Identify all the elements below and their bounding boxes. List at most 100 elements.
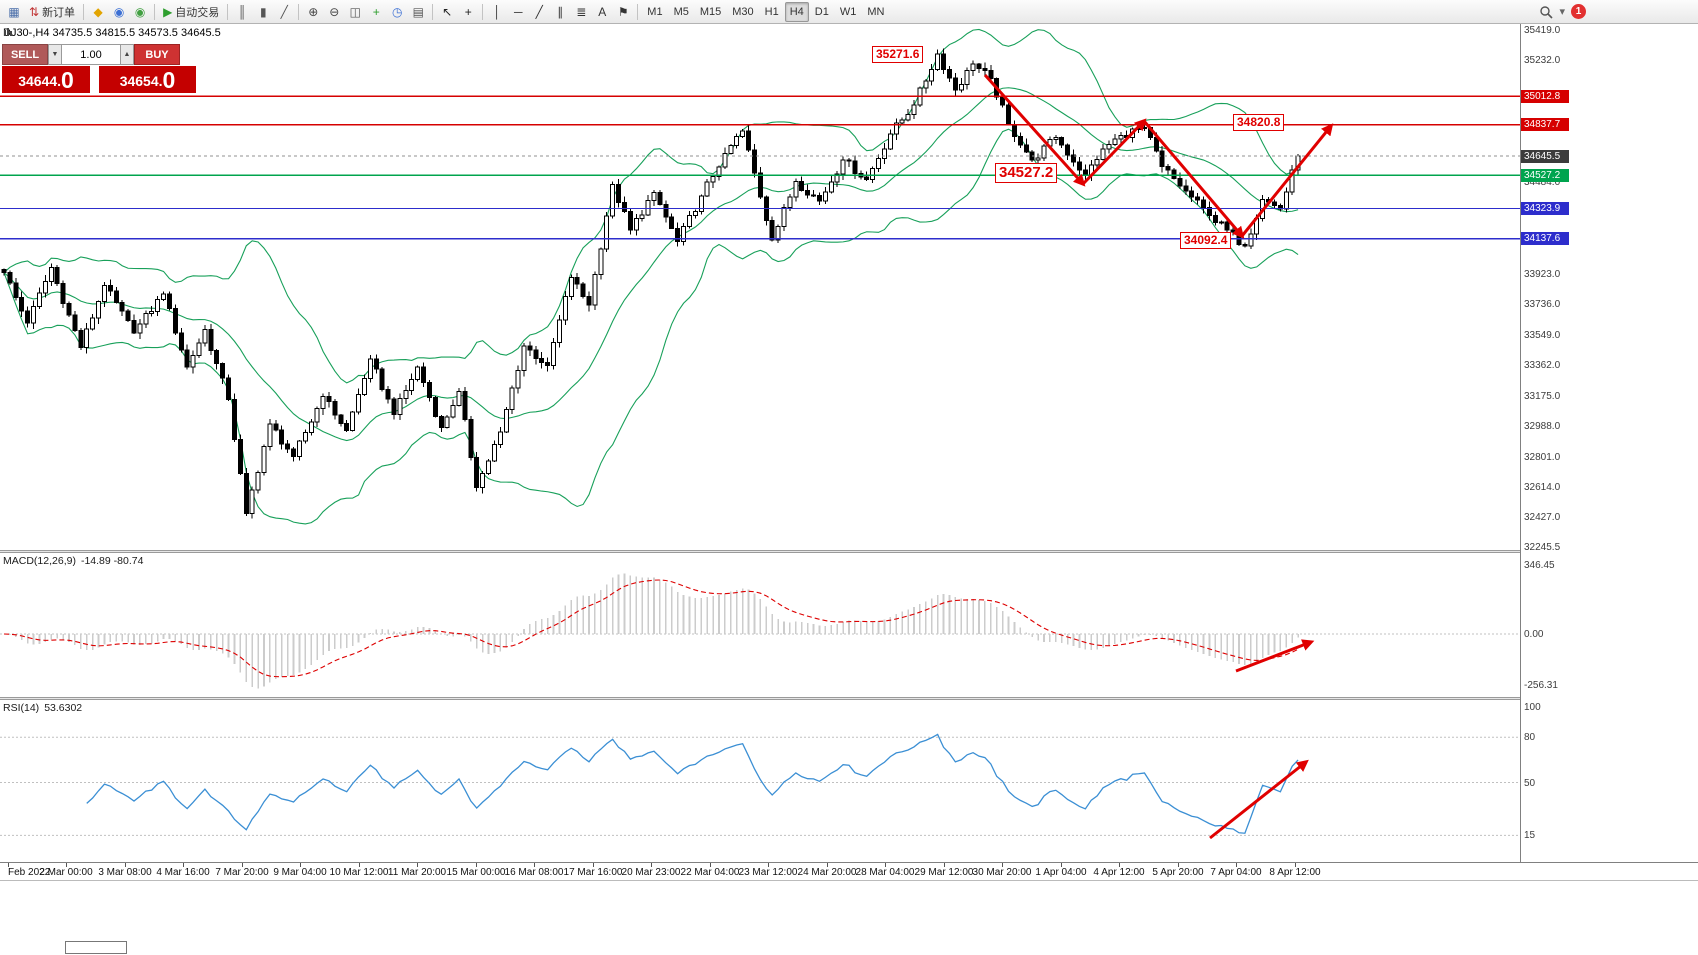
indicators-icon[interactable]: + xyxy=(366,2,386,22)
current-price-badge: 34645.5 xyxy=(1521,150,1569,163)
time-axis-label: 4 Mar 16:00 xyxy=(156,867,210,878)
time-axis-tick xyxy=(183,863,184,867)
macd-scale-label: 346.45 xyxy=(1524,560,1555,571)
cursor-icon[interactable]: ↖ xyxy=(437,2,457,22)
main-toolbar: ▦ ⇅ 新订单 ◆ ◉ ◉ ▶ 自动交易 ║ ▮ ╱ ⊕ ⊖ ◫ + ◷ ▤ ↖ + │ ─ ╱ ∥ ≣ A ⚑ M1 M5 M15 M3… xyxy=(0,0,1698,24)
zoom-out-icon-glyph: ⊖ xyxy=(329,4,340,19)
time-axis-label: 20 Mar 23:00 xyxy=(621,867,681,878)
volume-input[interactable] xyxy=(62,44,120,65)
price-annotation[interactable]: 34527.2 xyxy=(995,163,1058,183)
periods-icon[interactable]: ◷ xyxy=(387,2,407,22)
time-axis-label: 22 Mar 04:00 xyxy=(680,867,740,878)
price-line-badge[interactable]: 34837.7 xyxy=(1521,118,1569,131)
timeframe-mn-button[interactable]: MN xyxy=(867,5,885,18)
rsi-scale-label: 80 xyxy=(1524,732,1536,744)
fibonacci-icon[interactable]: ≣ xyxy=(571,2,591,22)
metaeditor-icon[interactable]: ◆ xyxy=(88,2,108,22)
horizontal-line-icon[interactable]: ─ xyxy=(508,2,528,22)
trend-arrow[interactable] xyxy=(983,73,1086,187)
buy-price-big-digit: 0 xyxy=(162,67,176,93)
channel-icon-glyph: ∥ xyxy=(557,4,564,19)
toolbar-right-group: ▾ 1 xyxy=(1539,4,1586,19)
line-chart-icon[interactable]: ╱ xyxy=(274,2,294,22)
data-window-icon-glyph: ◉ xyxy=(134,4,146,19)
data-window-icon[interactable]: ◉ xyxy=(130,2,150,22)
zoom-out-icon[interactable]: ⊖ xyxy=(324,2,344,22)
crosshair-icon[interactable]: + xyxy=(458,2,478,22)
main-chart-pane[interactable]: DJ30-,H4 34735.5 34815.5 34573.5 34645.5… xyxy=(0,24,1520,550)
buy-button[interactable]: BUY xyxy=(134,44,180,65)
auto-trading-button-label: 自动交易 xyxy=(175,6,220,19)
rsi-pane[interactable]: RSI(14) 53.6302 xyxy=(0,700,1520,862)
price-annotation[interactable]: 34092.4 xyxy=(1180,232,1232,249)
price-annotation[interactable]: 34820.8 xyxy=(1233,114,1285,131)
trend-arrow[interactable] xyxy=(1081,118,1147,186)
pane-splitter[interactable] xyxy=(0,550,1698,553)
notification-badge[interactable]: 1 xyxy=(1571,4,1586,19)
price-annotation[interactable]: 35271.6 xyxy=(872,46,924,63)
timeframe-h4-button[interactable]: H4 xyxy=(784,1,809,22)
chevron-down-icon[interactable]: ▾ xyxy=(1559,6,1565,18)
timeframe-m15-button[interactable]: M15 xyxy=(699,5,722,18)
timeframe-w1-button[interactable]: W1 xyxy=(839,5,857,18)
time-axis-tick xyxy=(768,863,769,867)
time-axis-tick xyxy=(476,863,477,867)
price-axis-label: 32427.0 xyxy=(1524,512,1561,524)
time-axis-tick xyxy=(359,863,360,867)
pane-splitter[interactable] xyxy=(0,697,1698,700)
sell-button[interactable]: SELL xyxy=(2,44,48,65)
zoom-in-icon[interactable]: ⊕ xyxy=(303,2,323,22)
timeframe-m1-button[interactable]: M1 xyxy=(647,5,663,18)
sell-price-display[interactable]: 34644. 0 xyxy=(2,66,90,93)
ohlc-text: DJ30-,H4 34735.5 34815.5 34573.5 34645.5 xyxy=(3,27,221,39)
time-axis-label: 28 Mar 04:00 xyxy=(855,867,915,878)
time-axis-tick xyxy=(125,863,126,867)
trend-arrow[interactable] xyxy=(1240,123,1334,237)
time-axis-tick xyxy=(1178,863,1179,867)
status-box[interactable] xyxy=(65,941,127,954)
price-axis-label: 32988.0 xyxy=(1524,421,1561,433)
bar-chart-icon[interactable]: ║ xyxy=(232,2,252,22)
market-watch-icon[interactable]: ◉ xyxy=(109,2,129,22)
rsi-scale-label: 50 xyxy=(1524,777,1536,789)
price-line-badge[interactable]: 34323.9 xyxy=(1521,202,1569,215)
timeframe-d1-button[interactable]: D1 xyxy=(814,5,829,18)
buy-price-display[interactable]: 34654. 0 xyxy=(99,66,196,93)
volume-decrease-button[interactable]: ▼ xyxy=(48,44,62,65)
timeframe-h1-button[interactable]: H1 xyxy=(764,5,779,18)
new-order-button-label: 新订单 xyxy=(42,6,76,19)
price-axis-label: 33549.0 xyxy=(1524,329,1561,341)
volume-increase-button[interactable]: ▲ xyxy=(120,44,134,65)
vertical-line-icon-glyph: │ xyxy=(493,4,502,19)
time-axis: Feb 2022 2 Mar 00:00 3 Mar 08:00 4 Mar 16:0… xyxy=(0,862,1698,880)
price-axis-label: 32245.5 xyxy=(1524,542,1561,553)
trendline-icon[interactable]: ╱ xyxy=(529,2,549,22)
timeframe-m30-button[interactable]: M30 xyxy=(732,5,754,18)
candlestick-chart-icon[interactable]: ▮ xyxy=(253,2,273,22)
rsi-trend-arrow[interactable] xyxy=(1209,759,1309,840)
vertical-line-icon[interactable]: │ xyxy=(487,2,507,22)
arrows-icon[interactable]: ⚑ xyxy=(613,2,633,22)
templates-icon[interactable]: ▤ xyxy=(408,2,428,22)
tile-windows-icon[interactable]: ◫ xyxy=(345,2,365,22)
macd-pane[interactable]: MACD(12,26,9) -14.89 -80.74 xyxy=(0,553,1520,697)
price-axis-label: 33175.0 xyxy=(1524,390,1561,402)
auto-trading-button[interactable]: ▶ 自动交易 xyxy=(159,2,223,22)
trend-arrow[interactable] xyxy=(1142,120,1245,239)
timeframe-m5-button[interactable]: M5 xyxy=(673,5,689,18)
price-line-badge[interactable]: 34527.2 xyxy=(1521,169,1569,182)
channel-icon[interactable]: ∥ xyxy=(550,2,570,22)
new-chart-icon-glyph: ▦ xyxy=(8,4,20,19)
bollinger-bands xyxy=(3,28,1299,525)
new-order-button[interactable]: ⇅ 新订单 xyxy=(25,2,79,22)
rsi-chart xyxy=(0,733,1520,840)
time-axis-tick xyxy=(885,863,886,867)
text-icon[interactable]: A xyxy=(592,2,612,22)
macd-trend-arrow[interactable] xyxy=(1235,639,1315,673)
new-chart-icon[interactable]: ▦ xyxy=(4,2,24,22)
search-icon[interactable] xyxy=(1539,5,1554,19)
price-axis-label: 32614.0 xyxy=(1524,481,1561,493)
sell-price-big-digit: 0 xyxy=(61,67,74,93)
price-line-badge[interactable]: 34137.6 xyxy=(1521,232,1569,245)
price-line-badge[interactable]: 35012.8 xyxy=(1521,90,1569,103)
